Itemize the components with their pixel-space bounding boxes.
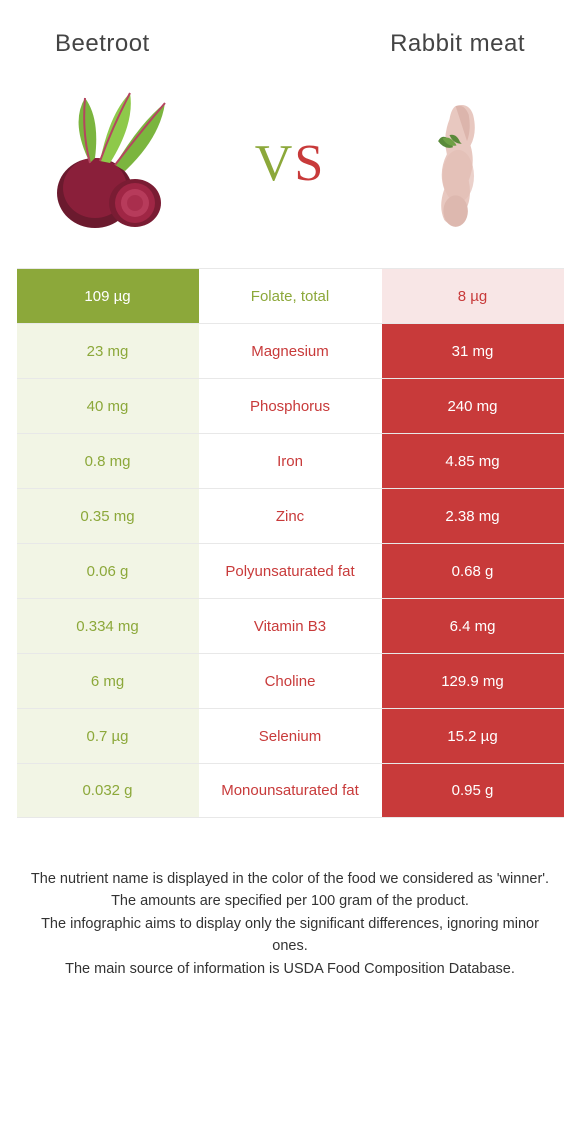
footer-line: The main source of information is USDA F… bbox=[25, 958, 555, 980]
left-value: 0.032 g bbox=[17, 764, 199, 817]
right-value: 6.4 mg bbox=[382, 599, 564, 653]
right-food-title: Rabbit meat bbox=[390, 30, 525, 58]
images-row: VS bbox=[0, 68, 580, 268]
left-food-title: Beetroot bbox=[55, 30, 150, 58]
nutrient-row: 40 mgPhosphorus240 mg bbox=[17, 378, 564, 433]
right-value: 0.68 g bbox=[382, 544, 564, 598]
left-value: 40 mg bbox=[17, 379, 199, 433]
nutrient-label: Folate, total bbox=[199, 269, 382, 323]
footer-line: The amounts are specified per 100 gram o… bbox=[25, 890, 555, 912]
vs-s: S bbox=[294, 135, 325, 192]
left-value: 0.334 mg bbox=[17, 599, 199, 653]
left-value: 0.8 mg bbox=[17, 434, 199, 488]
left-value: 6 mg bbox=[17, 654, 199, 708]
nutrient-row: 0.334 mgVitamin B36.4 mg bbox=[17, 598, 564, 653]
nutrient-label: Iron bbox=[199, 434, 382, 488]
left-value: 23 mg bbox=[17, 324, 199, 378]
right-value: 8 µg bbox=[382, 269, 564, 323]
header-row: Beetroot Rabbit meat bbox=[0, 0, 580, 68]
nutrient-row: 0.032 gMonounsaturated fat0.95 g bbox=[17, 763, 564, 818]
vs-label: VS bbox=[255, 134, 325, 193]
nutrient-label: Choline bbox=[199, 654, 382, 708]
left-value: 109 µg bbox=[17, 269, 199, 323]
nutrient-table: 109 µgFolate, total8 µg23 mgMagnesium31 … bbox=[17, 268, 564, 818]
nutrient-label: Magnesium bbox=[199, 324, 382, 378]
nutrient-row: 23 mgMagnesium31 mg bbox=[17, 323, 564, 378]
nutrient-row: 0.8 mgIron4.85 mg bbox=[17, 433, 564, 488]
vs-v: V bbox=[255, 135, 295, 192]
beetroot-image bbox=[40, 83, 200, 243]
footer-line: The nutrient name is displayed in the co… bbox=[25, 868, 555, 890]
nutrient-label: Selenium bbox=[199, 709, 382, 763]
nutrient-row: 0.7 µgSelenium15.2 µg bbox=[17, 708, 564, 763]
nutrient-row: 0.06 gPolyunsaturated fat0.68 g bbox=[17, 543, 564, 598]
nutrient-row: 109 µgFolate, total8 µg bbox=[17, 268, 564, 323]
nutrient-label: Phosphorus bbox=[199, 379, 382, 433]
nutrient-row: 6 mgCholine129.9 mg bbox=[17, 653, 564, 708]
nutrient-row: 0.35 mgZinc2.38 mg bbox=[17, 488, 564, 543]
nutrient-label: Vitamin B3 bbox=[199, 599, 382, 653]
left-value: 0.35 mg bbox=[17, 489, 199, 543]
right-value: 129.9 mg bbox=[382, 654, 564, 708]
right-value: 15.2 µg bbox=[382, 709, 564, 763]
rabbit-meat-image bbox=[380, 83, 540, 243]
right-value: 2.38 mg bbox=[382, 489, 564, 543]
right-value: 31 mg bbox=[382, 324, 564, 378]
nutrient-label: Polyunsaturated fat bbox=[199, 544, 382, 598]
right-value: 4.85 mg bbox=[382, 434, 564, 488]
nutrient-label: Zinc bbox=[199, 489, 382, 543]
footer-notes: The nutrient name is displayed in the co… bbox=[0, 818, 580, 980]
left-value: 0.7 µg bbox=[17, 709, 199, 763]
comparison-infographic: Beetroot Rabbit meat VS bbox=[0, 0, 580, 980]
footer-line: The infographic aims to display only the… bbox=[25, 913, 555, 958]
left-value: 0.06 g bbox=[17, 544, 199, 598]
nutrient-label: Monounsaturated fat bbox=[199, 764, 382, 817]
right-value: 0.95 g bbox=[382, 764, 564, 817]
right-value: 240 mg bbox=[382, 379, 564, 433]
